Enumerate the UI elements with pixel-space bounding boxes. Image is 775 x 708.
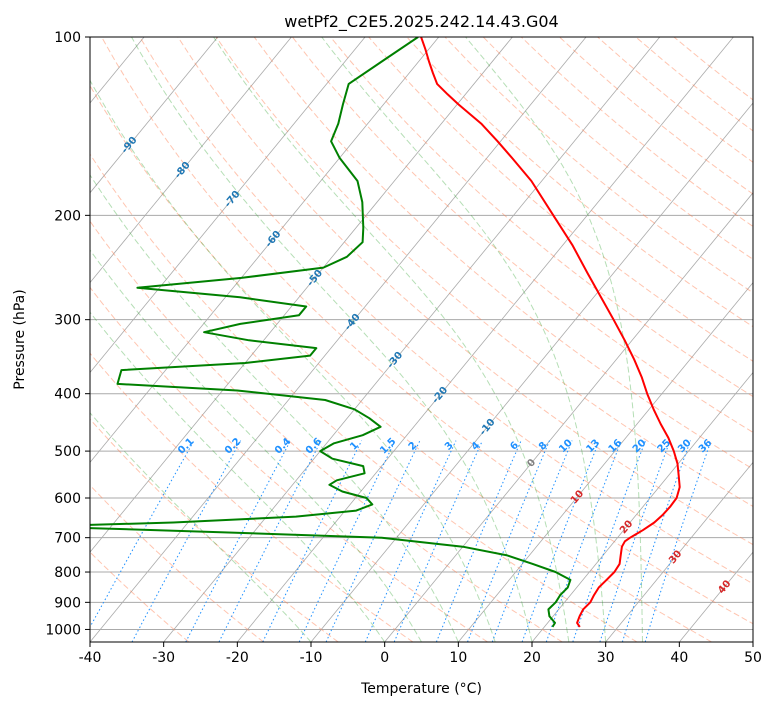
moist-adiabat — [90, 249, 422, 642]
moist-adiabat — [213, 37, 570, 642]
mixing-ratio-line — [644, 440, 712, 642]
moist-adiabat — [321, 37, 607, 642]
mixing-ratio-line — [545, 440, 622, 642]
isotherm-line — [90, 37, 587, 642]
mixing-ratio-line — [435, 440, 522, 642]
dry-adiabat — [368, 37, 753, 362]
dry-adiabat — [90, 220, 563, 642]
background-lines — [0, 37, 753, 642]
x-tick-label: -10 — [300, 650, 323, 666]
moist-adiabat — [90, 79, 496, 642]
y-tick-label: 900 — [54, 595, 81, 611]
plot-frame — [89, 36, 754, 643]
moist-adiabat — [465, 37, 643, 642]
mixing-ratio-label: 25 — [656, 438, 674, 456]
x-tick-label: -20 — [226, 650, 249, 666]
chart-title: wetPf2_C2E5.2025.242.14.43.G04 — [284, 12, 558, 32]
mixing-ratio-line — [572, 440, 646, 642]
mixing-ratio-label: 0.4 — [273, 436, 293, 456]
dry-adiabat — [406, 37, 753, 328]
isotherm-line — [384, 192, 753, 642]
isotherm-line — [90, 37, 513, 553]
isotherm-line — [163, 37, 661, 642]
y-tick-label: 500 — [54, 444, 81, 460]
mixing-ratio-line — [131, 440, 242, 642]
mixing-ratio-line — [393, 440, 483, 642]
x-tick-label: 50 — [744, 650, 762, 666]
y-tick-label: 200 — [54, 208, 81, 224]
dry-adiabat — [635, 37, 753, 132]
x-axis-label: Temperature (°C) — [360, 681, 482, 697]
dry-adiabat — [90, 153, 638, 642]
mixing-ratio-label: 30 — [676, 438, 694, 456]
temperature-line — [420, 37, 681, 628]
x-ticks: -40 -30 -20 -10 0 10 20 30 40 50 — [79, 642, 762, 666]
isotherm-line — [90, 37, 292, 284]
y-tick-label: 100 — [54, 30, 81, 46]
y-tick-label: 700 — [54, 531, 81, 547]
mixing-ratio-label: 0.6 — [304, 436, 324, 456]
mixing-ratio-line — [90, 440, 195, 629]
dry-adiabat — [444, 37, 753, 294]
isotherm-label: -100 — [64, 107, 89, 133]
mixing-ratio-label: 1.5 — [378, 436, 398, 456]
mixing-ratio-label: 36 — [697, 437, 715, 455]
dry-adiabat — [253, 37, 753, 470]
x-tick-label: 10 — [449, 650, 467, 666]
dry-adiabat — [101, 37, 753, 625]
mixing-ratio-label: 16 — [607, 437, 625, 455]
dry-adiabat — [90, 484, 264, 642]
isotherm-line — [752, 641, 753, 642]
y-ticks: 100 200 300 400 500 600 700 800 900 1000 — [45, 30, 90, 638]
mixing-ratio-label: 13 — [585, 437, 603, 455]
isotherm-line — [90, 37, 366, 374]
dry-adiabat — [177, 37, 753, 546]
y-tick-label: 1000 — [45, 622, 81, 638]
mixing-ratio-label: 0.1 — [176, 436, 196, 456]
dry-adiabat — [90, 352, 414, 642]
x-tick-label: 20 — [523, 650, 541, 666]
isotherm-line — [0, 37, 70, 642]
x-tick-label: 0 — [380, 650, 389, 666]
isotherm-line — [531, 371, 753, 642]
moist-adiabat — [90, 174, 459, 642]
mixing-ratio-line — [218, 440, 322, 642]
mixing-ratio-line — [364, 440, 457, 642]
profile-series — [90, 37, 681, 628]
mixing-ratio-line — [491, 440, 573, 642]
y-tick-label: 600 — [54, 491, 81, 507]
y-tick-label: 800 — [54, 565, 81, 581]
isotherm-line — [458, 282, 753, 642]
isotherm-line — [605, 461, 753, 642]
isotherm-line — [90, 37, 219, 194]
mixing-ratio-line — [599, 440, 671, 642]
dry-adiabat — [215, 37, 753, 507]
isotherm-line — [237, 37, 734, 642]
dry-adiabat — [139, 37, 753, 585]
mixing-ratio-line — [262, 440, 363, 642]
dry-adiabat — [90, 286, 488, 642]
x-tick-label: 40 — [670, 650, 688, 666]
y-axis-label: Pressure (hPa) — [12, 289, 28, 389]
moist-adiabat — [90, 411, 312, 642]
isotherm-line — [679, 551, 753, 642]
dewpoint-line — [90, 37, 572, 628]
moist-adiabat — [131, 37, 533, 642]
mixing-ratio-label: 0.2 — [223, 436, 243, 456]
isotherm-line — [90, 37, 440, 463]
dry-adiabat — [292, 37, 753, 433]
x-tick-label: -30 — [152, 650, 175, 666]
y-tick-label: 400 — [54, 387, 81, 403]
x-tick-label: 30 — [597, 650, 615, 666]
mixing-ratio-line — [185, 440, 291, 642]
mixing-ratio-label: 10 — [557, 438, 575, 456]
isotherm-line — [310, 102, 753, 642]
dry-adiabat — [90, 551, 190, 642]
y-tick-label: 300 — [54, 313, 81, 329]
dry-adiabat — [559, 37, 753, 195]
dry-adiabat — [90, 84, 712, 642]
dry-adiabat — [673, 37, 753, 101]
x-tick-label: -40 — [79, 650, 102, 666]
